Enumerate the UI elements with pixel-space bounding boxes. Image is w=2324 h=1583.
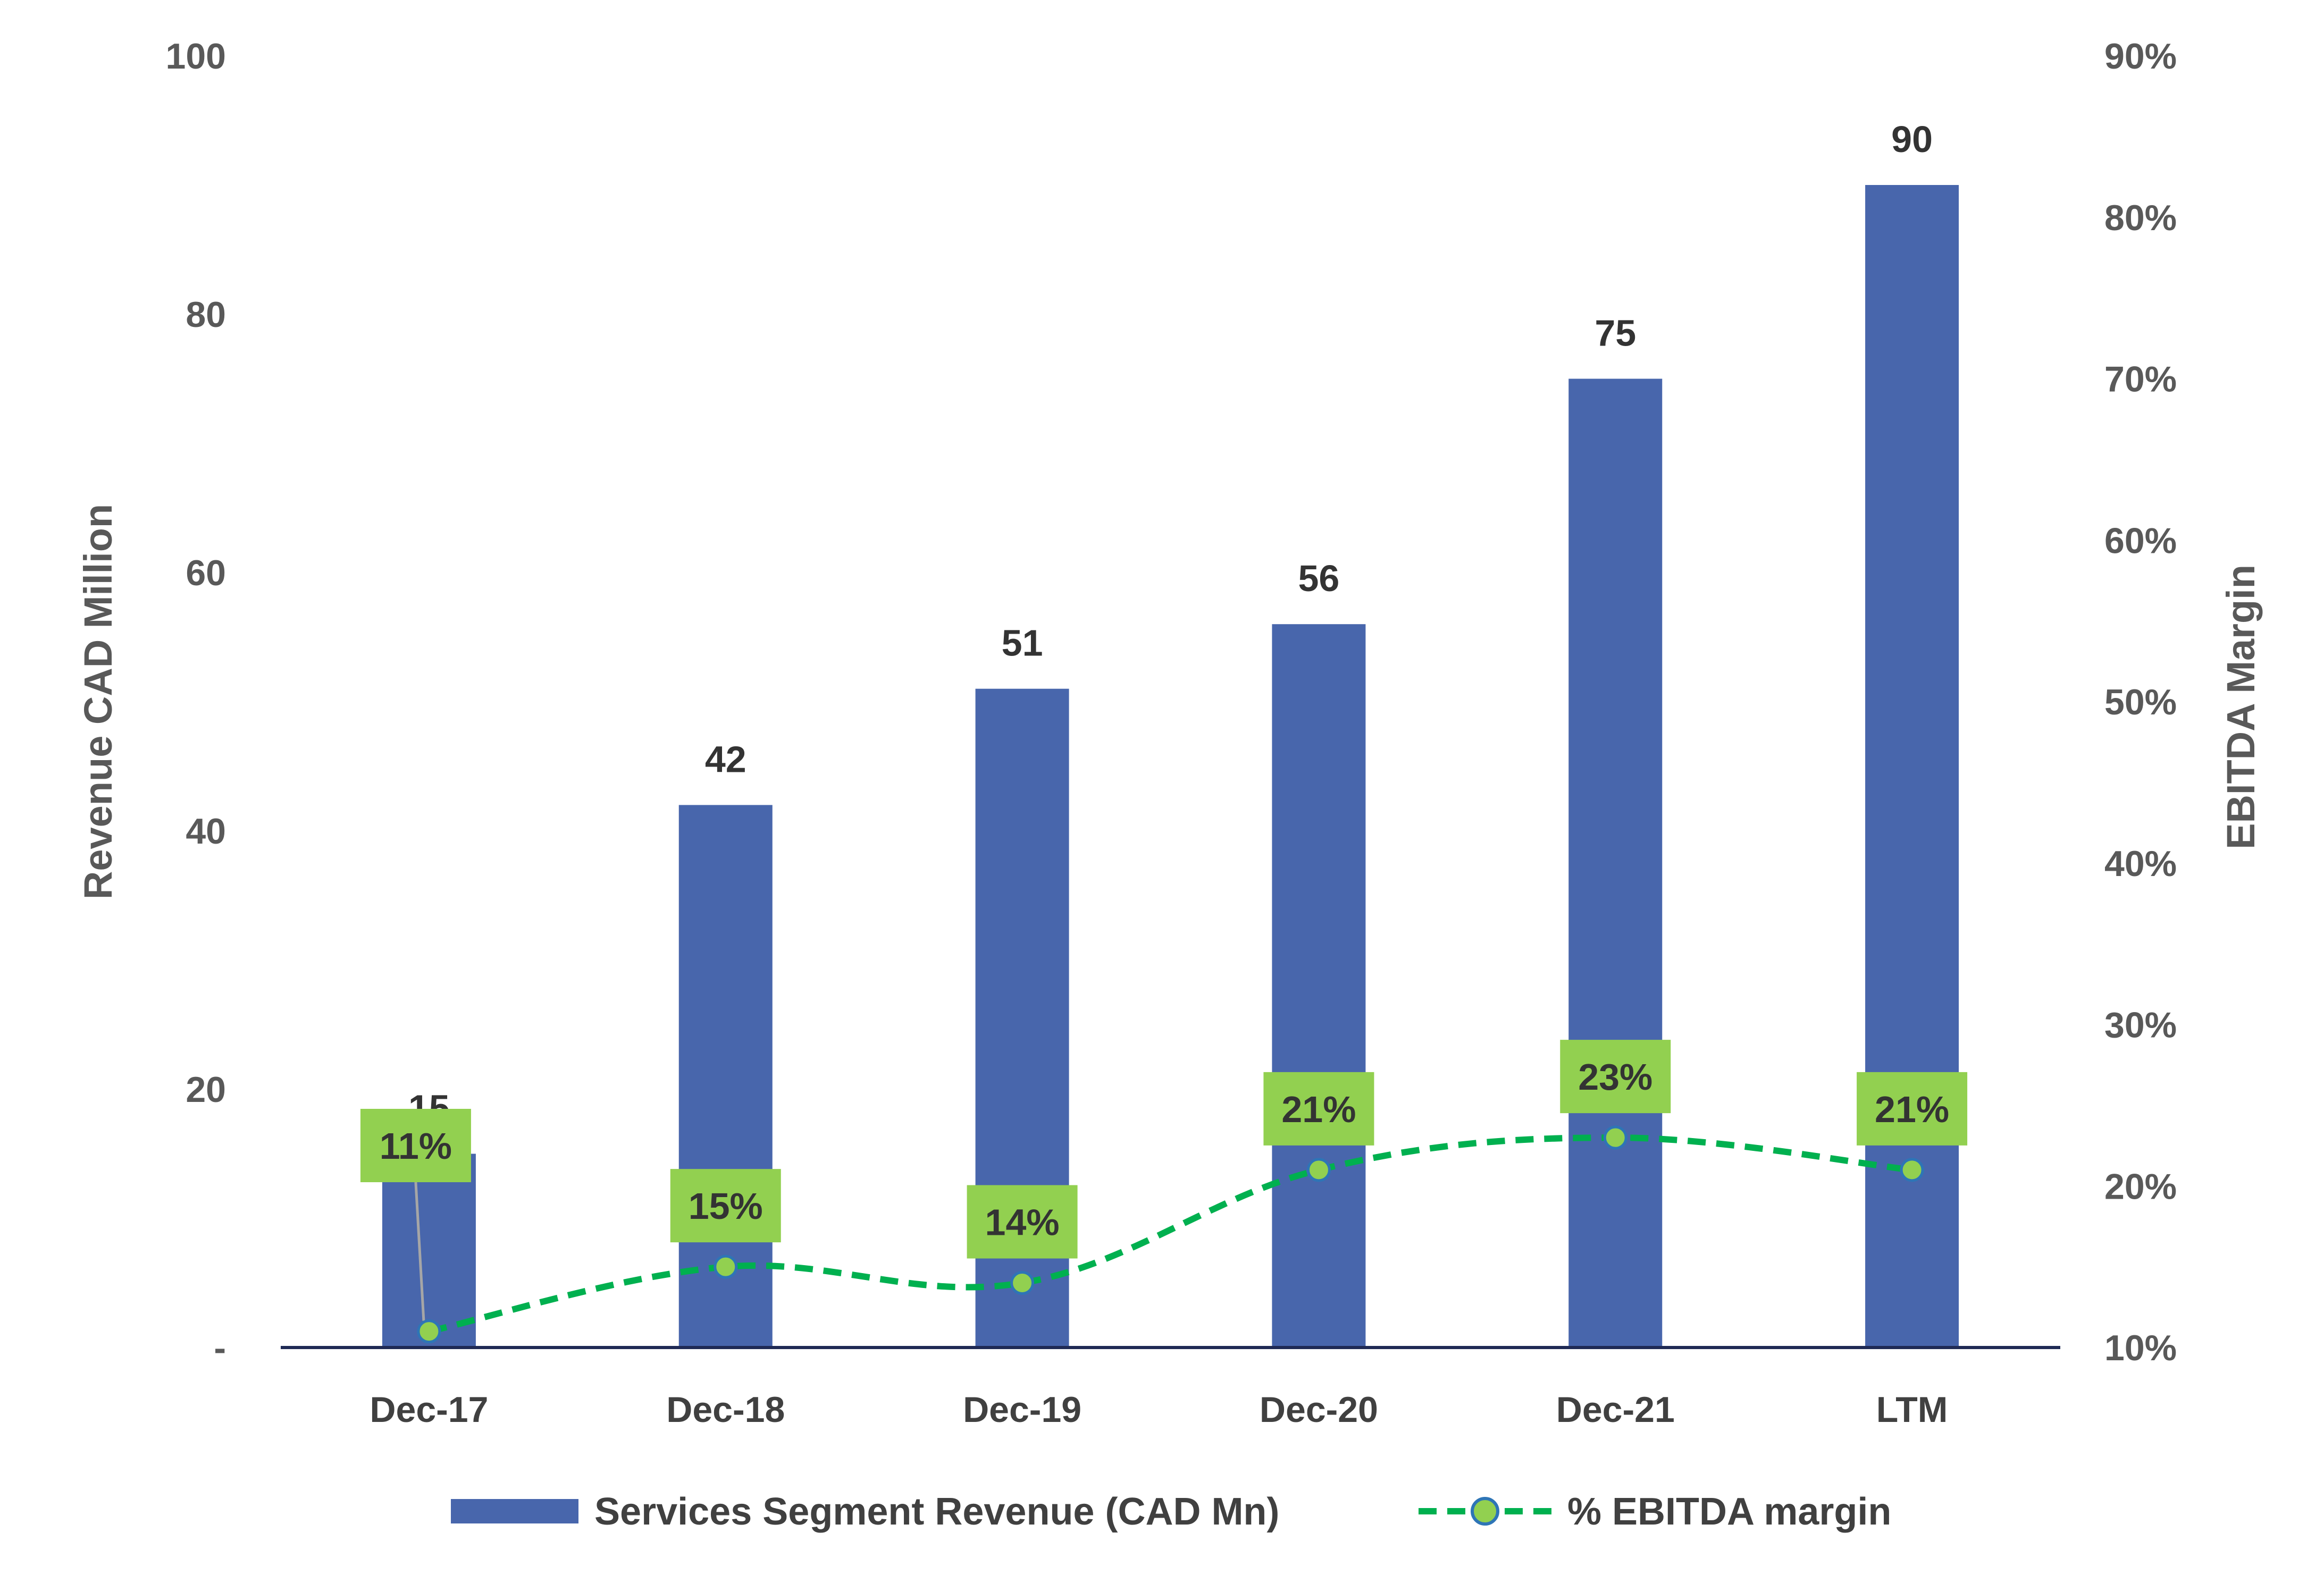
bar-data-label: 56 — [1298, 558, 1339, 599]
bar-data-label: 42 — [705, 738, 746, 780]
x-tick-label: Dec-20 — [1260, 1390, 1378, 1430]
y-tick-label: 80 — [186, 294, 226, 335]
bar-data-label: 90 — [1891, 119, 1933, 160]
label-leader-lines — [414, 1182, 425, 1321]
bar — [1272, 624, 1366, 1348]
line-data-label: 21% — [1281, 1089, 1356, 1130]
line-data-label: 15% — [689, 1185, 763, 1227]
line-data-labels: 11% 15% 14% 21% 23% 21% — [360, 1040, 1968, 1259]
legend: Services Segment Revenue (CAD Mn) % EBIT… — [451, 1491, 1891, 1533]
leader-line — [414, 1182, 425, 1321]
legend-bar-swatch — [451, 1499, 578, 1523]
line-data-label-box — [967, 1185, 1078, 1259]
y2-tick-label: 60% — [2104, 520, 2177, 561]
line-data-label-box — [1857, 1072, 1968, 1146]
bar — [382, 1153, 476, 1348]
x-tick-label: Dec-18 — [666, 1390, 785, 1430]
y-axis-ticks: - 20 40 60 80 100 — [166, 36, 226, 1368]
y2-axis-ticks: 10% 20% 30% 40% 50% 60% 70% 80% 90% — [2104, 36, 2177, 1368]
y-tick-label: 60 — [186, 553, 226, 593]
bar — [1568, 378, 1663, 1348]
y2-axis-title: EBITDA Margin — [2219, 565, 2263, 849]
bar-data-label: 75 — [1595, 313, 1636, 354]
x-tick-label: Dec-21 — [1556, 1390, 1675, 1430]
legend-bar-label: Services Segment Revenue (CAD Mn) — [594, 1491, 1279, 1533]
legend-line-marker — [1471, 1497, 1499, 1526]
bar — [1865, 185, 1959, 1348]
x-tick-label: Dec-19 — [963, 1390, 1081, 1430]
y2-tick-label: 80% — [2104, 198, 2177, 238]
line-point — [714, 1254, 738, 1279]
y2-tick-label: 90% — [2104, 36, 2177, 77]
y2-tick-label: 40% — [2104, 844, 2177, 884]
line-data-label-box — [1560, 1040, 1671, 1114]
ebitda-margin-line — [428, 1134, 1912, 1335]
line-data-label-box — [1263, 1072, 1374, 1146]
y-axis-title: Revenue CAD Million — [76, 504, 120, 899]
line-point — [417, 1319, 441, 1344]
line-data-label-box — [670, 1169, 781, 1243]
bar-series — [382, 185, 1959, 1348]
x-axis-tick-labels: Dec-17 Dec-18 Dec-19 Dec-20 Dec-21 LTM — [370, 1390, 1948, 1430]
legend-line-label: % EBITDA margin — [1567, 1491, 1891, 1533]
y-tick-label: - — [214, 1328, 226, 1368]
y-tick-label: 100 — [166, 36, 226, 77]
line-data-label: 21% — [1875, 1089, 1949, 1130]
line-point — [1306, 1158, 1331, 1182]
line-point — [1010, 1271, 1035, 1295]
y2-tick-label: 20% — [2104, 1166, 2177, 1207]
y2-tick-label: 70% — [2104, 359, 2177, 400]
y-tick-label: 20 — [186, 1070, 226, 1110]
line-data-label: 14% — [985, 1202, 1060, 1243]
x-tick-label: Dec-17 — [370, 1390, 488, 1430]
line-data-label-box — [360, 1109, 471, 1182]
y2-tick-label: 10% — [2104, 1328, 2177, 1368]
y2-tick-label: 30% — [2104, 1005, 2177, 1046]
line-data-label: 11% — [380, 1125, 452, 1167]
line-point — [1900, 1158, 1924, 1182]
y2-tick-label: 50% — [2104, 682, 2177, 722]
x-tick-label: LTM — [1876, 1390, 1948, 1430]
line-series — [417, 1125, 1924, 1344]
line-data-label: 23% — [1578, 1056, 1652, 1098]
line-point — [1603, 1125, 1627, 1150]
y-tick-label: 40 — [186, 811, 226, 852]
bar-data-label: 51 — [1002, 622, 1043, 664]
